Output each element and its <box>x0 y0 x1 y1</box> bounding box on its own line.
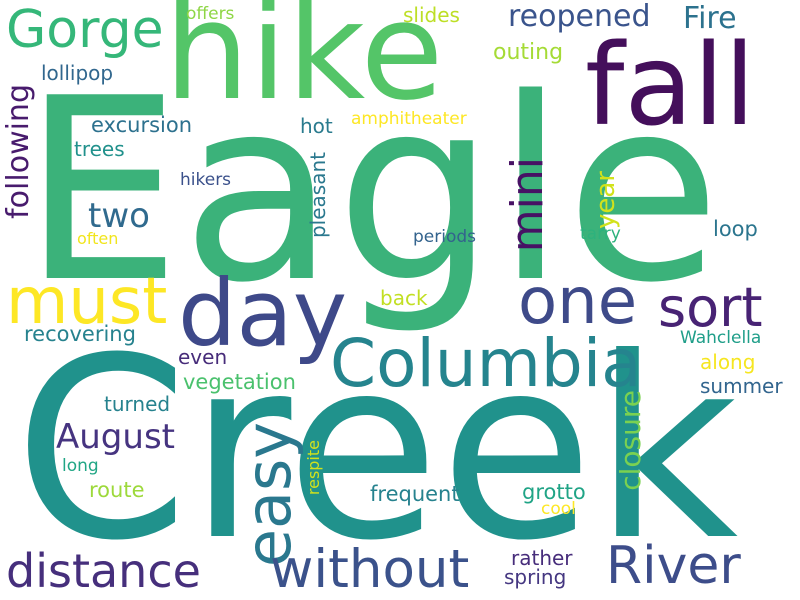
word-grotto: grotto <box>522 480 586 504</box>
word-amphitheater: amphitheater <box>351 109 467 129</box>
word-day: day <box>178 260 348 367</box>
word-back: back <box>380 286 428 310</box>
word-respite: respite <box>304 440 323 496</box>
word-sort: sort <box>658 276 763 339</box>
word-fall: fall <box>585 21 756 151</box>
word-following: following <box>1 84 36 219</box>
word-reopened: reopened <box>508 0 651 34</box>
word-long: long <box>62 456 99 476</box>
word-route: route <box>89 478 145 502</box>
word-excursion: excursion <box>91 113 193 137</box>
word-creek: Creek <box>14 304 739 595</box>
word-even: even <box>178 345 228 369</box>
word-fire: Fire <box>683 1 737 36</box>
word-slides: slides <box>403 3 460 27</box>
word-hike: hike <box>164 0 444 130</box>
word-often: often <box>77 229 119 248</box>
word-distance: distance <box>6 544 201 598</box>
word-spring: spring <box>504 565 567 589</box>
word-frequent: frequent <box>370 482 460 506</box>
word-tarry: tarry <box>580 224 621 244</box>
word-turned: turned <box>104 392 171 416</box>
word-without: without <box>270 539 470 600</box>
word-periods: periods <box>413 227 477 247</box>
word-wahclella: Wahclella <box>680 328 762 348</box>
word-mini: mini <box>502 157 553 253</box>
word-pleasant: pleasant <box>306 152 330 239</box>
word-river: River <box>606 536 741 596</box>
word-gorge: Gorge <box>6 0 164 60</box>
word-hot: hot <box>300 114 333 138</box>
word-recovering: recovering <box>24 322 136 346</box>
word-rather: rather <box>511 546 573 570</box>
word-summer: summer <box>700 374 783 398</box>
word-offers: offers <box>186 4 235 24</box>
word-lollipop: lollipop <box>41 61 114 85</box>
word-outing: outing <box>493 40 564 65</box>
word-closure: closure <box>614 390 647 491</box>
word-columbia: Columbia <box>330 325 642 402</box>
word-august: August <box>56 417 175 457</box>
word-hikers: hikers <box>180 170 232 190</box>
word-trees: trees <box>74 137 125 161</box>
word-two: two <box>88 196 150 236</box>
word-eagle: Eagle <box>22 45 721 338</box>
word-must: must <box>6 265 168 339</box>
word-loop: loop <box>713 217 758 241</box>
word-year: year <box>591 171 621 230</box>
word-one: one <box>518 265 638 339</box>
word-cool: cool <box>541 499 576 519</box>
word-vegetation: vegetation <box>183 370 296 394</box>
word-along: along <box>700 350 756 374</box>
